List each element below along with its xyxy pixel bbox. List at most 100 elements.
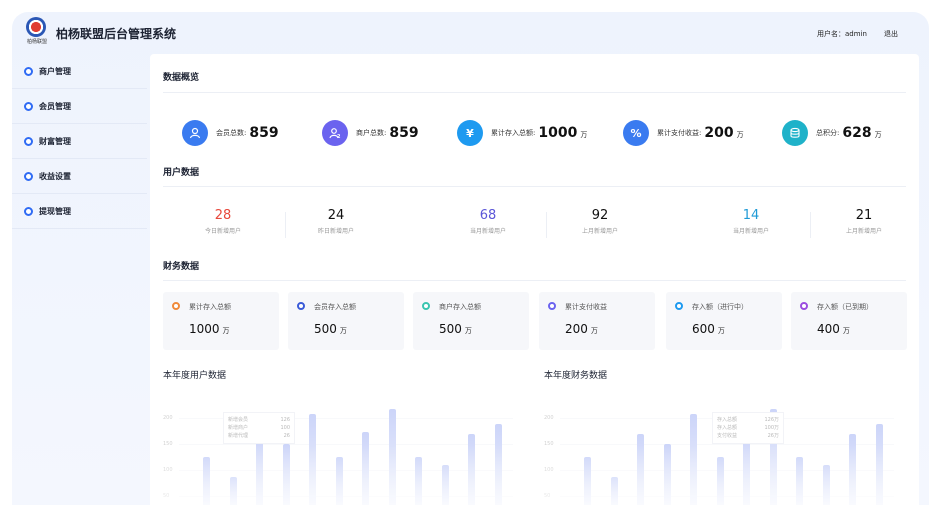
logo-emblem-icon bbox=[26, 17, 46, 37]
sidebar-item-member[interactable]: 会员管理 bbox=[12, 89, 147, 124]
logo: 柏杨联盟 bbox=[22, 17, 52, 47]
user-stat-yesterday: 24 昨日新增用户 bbox=[271, 208, 401, 235]
app-window: 柏杨联盟 柏杨联盟后台管理系统 用户名：admin 退出 商户管理 会员管理 财… bbox=[12, 12, 929, 505]
merchant-icon: 2 bbox=[322, 120, 348, 146]
tooltip-row: 新增商户 100 bbox=[228, 424, 290, 432]
sidebar-item-label: 提现管理 bbox=[39, 206, 71, 216]
user-stat-label: 今日新增用户 bbox=[204, 228, 241, 235]
gridline bbox=[179, 418, 513, 419]
finance-label: 存入额（进行中） bbox=[692, 303, 748, 311]
sidebar-item-merchant[interactable]: 商户管理 bbox=[12, 54, 147, 89]
circle-icon bbox=[24, 136, 33, 146]
circle-icon bbox=[422, 302, 430, 310]
user-stat-value: 92 bbox=[591, 208, 609, 223]
finance-value: 400 万 bbox=[817, 322, 850, 336]
tooltip-label: 存入总额 bbox=[717, 425, 738, 431]
user-stat-label: 上月新增用户 bbox=[581, 228, 618, 235]
tooltip-value: 26 bbox=[283, 433, 290, 439]
finance-label: 商户存入总额 bbox=[439, 303, 481, 311]
divider bbox=[163, 92, 906, 93]
bottom-fade bbox=[150, 445, 919, 505]
user-icon bbox=[182, 120, 208, 146]
overview-total-deposit: ¥ 累计存入总额: 1000 万 bbox=[457, 120, 587, 146]
app-title: 柏杨联盟后台管理系统 bbox=[56, 27, 177, 41]
chart-tooltip: 存入总额 126万 存入总额 100万 支付收益 26万 bbox=[712, 412, 784, 444]
svg-text:2: 2 bbox=[337, 134, 341, 139]
logout-link[interactable]: 退出 bbox=[884, 30, 898, 38]
finance-unit: 万 bbox=[222, 327, 230, 335]
sidebar-item-label: 会员管理 bbox=[39, 101, 71, 111]
tooltip-row: 新增会员 126 bbox=[228, 416, 290, 424]
overview-label: 会员总数: bbox=[216, 129, 247, 137]
finance-card: 累计支付收益 200 万 bbox=[539, 292, 655, 350]
finance-amount: 200 bbox=[565, 322, 588, 336]
finance-amount: 600 bbox=[692, 322, 715, 336]
user-data-title: 用户数据 bbox=[163, 168, 200, 178]
finance-unit: 万 bbox=[339, 327, 347, 335]
finance-chart-title: 本年度财务数据 bbox=[544, 371, 608, 381]
y-tick-label: 150 bbox=[544, 441, 554, 447]
user-stat-value: 28 bbox=[214, 208, 232, 223]
sidebar-item-wealth[interactable]: 财富管理 bbox=[12, 124, 147, 159]
tooltip-value: 126 bbox=[280, 417, 290, 423]
overview-unit: 万 bbox=[874, 131, 882, 139]
circle-icon bbox=[675, 302, 683, 310]
tooltip-label: 支付收益 bbox=[717, 433, 738, 439]
circle-icon bbox=[548, 302, 556, 310]
tooltip-label: 存入总额 bbox=[717, 417, 738, 423]
user-stat-this-month: 68 当月新增用户 bbox=[423, 208, 553, 235]
finance-amount: 500 bbox=[314, 322, 337, 336]
tooltip-label: 新增会员 bbox=[228, 417, 249, 423]
divider bbox=[546, 212, 547, 238]
overview-unit: 万 bbox=[580, 131, 588, 139]
finance-title: 财务数据 bbox=[163, 262, 200, 272]
gridline bbox=[560, 418, 894, 419]
username-label: 用户名：admin bbox=[817, 30, 867, 38]
sidebar-item-earnings[interactable]: 收益设置 bbox=[12, 159, 147, 194]
overview-value: 628 bbox=[842, 125, 872, 141]
finance-card: 存入额（已到期） 400 万 bbox=[791, 292, 907, 350]
user-stat-this-month-2: 14 当月新增用户 bbox=[686, 208, 816, 235]
overview-value: 200 bbox=[704, 125, 734, 141]
sidebar-item-label: 商户管理 bbox=[39, 66, 71, 76]
overview-title: 数据概览 bbox=[163, 73, 200, 83]
tooltip-value: 126万 bbox=[764, 417, 779, 423]
overview-total-points: 总积分: 628 万 bbox=[782, 120, 882, 146]
overview-value: 859 bbox=[249, 125, 279, 141]
overview-label: 商户总数: bbox=[356, 129, 387, 137]
chart-tooltip: 新增会员 126 新增商户 100 新增代理 26 bbox=[223, 412, 295, 444]
overview-total-paid-earnings: % 累计支付收益: 200 万 bbox=[623, 120, 744, 146]
top-header: 柏杨联盟 柏杨联盟后台管理系统 用户名：admin 退出 bbox=[12, 12, 929, 54]
finance-card: 会员存入总额 500 万 bbox=[288, 292, 404, 350]
tooltip-label: 新增商户 bbox=[228, 425, 249, 431]
overview-merchant-count: 2 商户总数: 859 bbox=[322, 120, 419, 146]
finance-card: 累计存入总额 1000 万 bbox=[163, 292, 279, 350]
y-tick-label: 150 bbox=[163, 441, 173, 447]
tooltip-row: 存入总额 126万 bbox=[717, 416, 779, 424]
user-stat-last-month-2: 21 上月新增用户 bbox=[799, 208, 929, 235]
divider bbox=[285, 212, 286, 238]
user-stat-today: 28 今日新增用户 bbox=[158, 208, 288, 235]
sidebar-item-label: 收益设置 bbox=[39, 171, 71, 181]
circle-icon bbox=[24, 101, 33, 111]
tooltip-row: 存入总额 100万 bbox=[717, 424, 779, 432]
y-tick-label: 200 bbox=[544, 415, 554, 421]
finance-value: 500 万 bbox=[314, 322, 347, 336]
overview-value: 859 bbox=[389, 125, 419, 141]
tooltip-label: 新增代理 bbox=[228, 433, 249, 439]
user-stat-label: 昨日新增用户 bbox=[317, 228, 354, 235]
y-tick-label: 200 bbox=[163, 415, 173, 421]
finance-amount: 400 bbox=[817, 322, 840, 336]
divider bbox=[810, 212, 811, 238]
finance-unit: 万 bbox=[590, 327, 598, 335]
finance-label: 会员存入总额 bbox=[314, 303, 356, 311]
finance-amount: 500 bbox=[439, 322, 462, 336]
sidebar-item-withdraw[interactable]: 提现管理 bbox=[12, 194, 147, 229]
finance-unit: 万 bbox=[717, 327, 725, 335]
finance-card: 存入额（进行中） 600 万 bbox=[666, 292, 782, 350]
overview-value: 1000 bbox=[538, 125, 578, 141]
user-stat-label: 当月新增用户 bbox=[732, 228, 769, 235]
finance-value: 200 万 bbox=[565, 322, 598, 336]
finance-label: 累计支付收益 bbox=[565, 303, 607, 311]
user-stat-label: 上月新增用户 bbox=[845, 228, 882, 235]
